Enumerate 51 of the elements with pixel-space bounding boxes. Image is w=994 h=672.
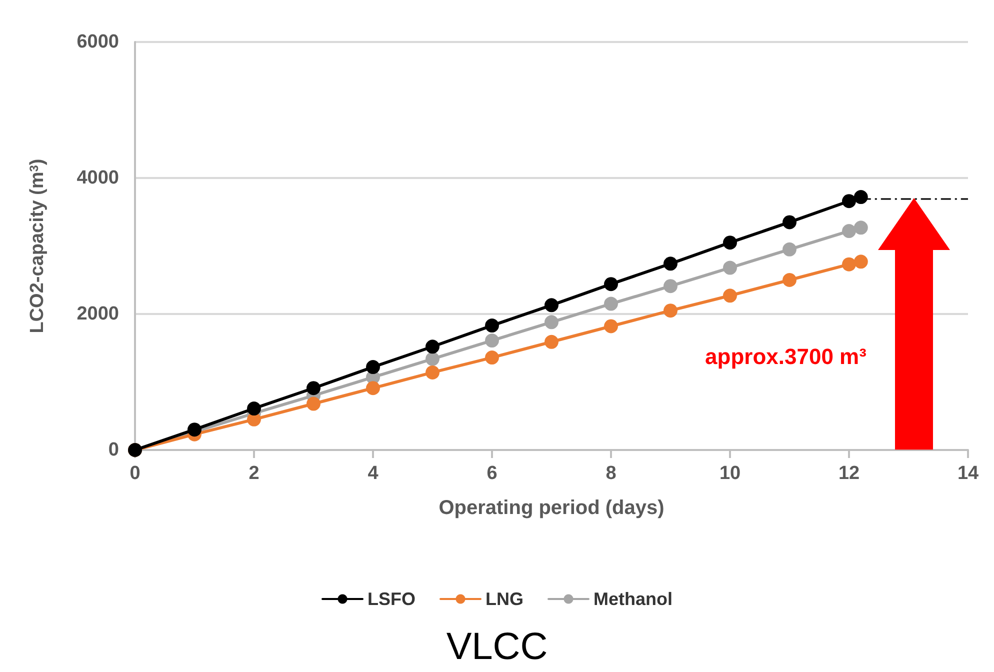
y-tick-label: 0 [108, 440, 119, 460]
x-tick-label: 12 [838, 463, 860, 484]
point [604, 296, 618, 311]
x-tick-label: 8 [606, 463, 616, 484]
x-tick-label: 4 [368, 463, 379, 484]
point [426, 365, 440, 380]
point [782, 273, 796, 287]
point [664, 304, 678, 318]
y-axis-title: LCO2-capacity (m3) [27, 158, 48, 334]
point [306, 396, 320, 411]
y-tick-label: 6000 [76, 32, 119, 52]
point [426, 340, 440, 354]
point [485, 350, 499, 365]
point [842, 224, 856, 238]
point [306, 381, 320, 396]
point [366, 360, 380, 374]
x-tick-label: 0 [130, 463, 140, 484]
legend-label: Methanol [594, 589, 672, 609]
point [723, 236, 737, 250]
point [604, 319, 618, 334]
point [782, 215, 796, 230]
point [544, 298, 558, 312]
point [604, 277, 618, 292]
point [782, 242, 796, 256]
point [854, 254, 868, 269]
point [842, 194, 856, 208]
y-tick-label: 2000 [76, 304, 119, 324]
point [247, 402, 261, 416]
point [485, 318, 499, 333]
point [485, 334, 499, 348]
legend-label: LSFO [368, 589, 416, 609]
point [544, 334, 558, 349]
x-tick-label: 14 [957, 463, 979, 484]
x-tick-label: 10 [719, 463, 741, 484]
legend-label: LNG [486, 589, 524, 609]
annotation: approx.3700 m³ [705, 344, 866, 370]
point [854, 190, 868, 204]
y-tick-label: 4000 [76, 168, 119, 188]
point [664, 279, 678, 294]
x-axis-title: Operating period (days) [438, 497, 664, 519]
point [723, 288, 737, 303]
point [842, 257, 856, 272]
point [854, 220, 868, 235]
point [723, 260, 737, 275]
point [426, 352, 440, 366]
x-tick-label: 6 [486, 463, 498, 484]
point [544, 315, 558, 330]
x-tick-label: 2 [248, 463, 260, 484]
point [366, 381, 380, 396]
point [664, 256, 678, 271]
text: VLCC [445, 626, 549, 669]
